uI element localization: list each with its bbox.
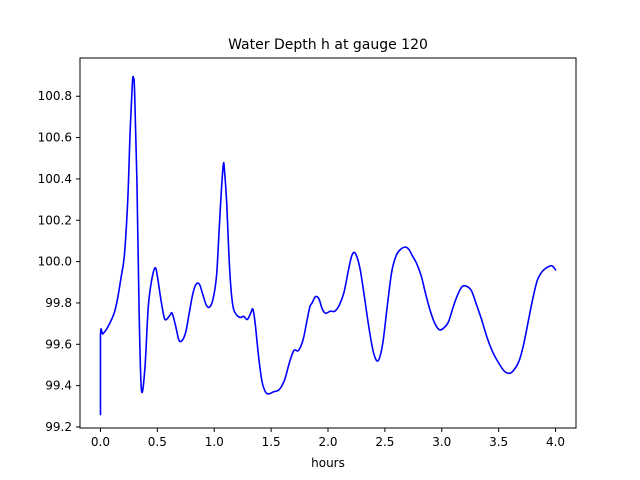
- y-tick-label: 99.2: [45, 420, 72, 434]
- y-tick-label: 100.8: [38, 89, 72, 103]
- y-tick-label: 100.0: [38, 255, 72, 269]
- y-tick-label: 100.2: [38, 213, 72, 227]
- chart-title: Water Depth h at gauge 120: [228, 37, 428, 53]
- y-tick-label: 100.6: [38, 131, 72, 145]
- y-tick-label: 99.8: [45, 296, 72, 310]
- x-tick-label: 3.0: [432, 435, 451, 449]
- y-tick-label: 100.4: [38, 172, 72, 186]
- x-tick-label: 4.0: [546, 435, 565, 449]
- x-tick-label: 0.5: [148, 435, 167, 449]
- y-tick-label: 99.4: [45, 379, 72, 393]
- x-tick-label: 0.0: [91, 435, 110, 449]
- x-tick-label: 1.0: [205, 435, 224, 449]
- x-tick-label: 1.5: [262, 435, 281, 449]
- axes-frame: [79, 57, 577, 429]
- y-tick-label: 99.6: [45, 337, 72, 351]
- water-depth-series-line: [99, 75, 557, 416]
- x-axis-label: hours: [311, 456, 345, 470]
- x-tick-label: 3.5: [489, 435, 508, 449]
- x-tick-label: 2.0: [318, 435, 337, 449]
- y-axis-ticks: 99.2 99.4 99.6 99.8 100.0 100.2 100.4 100.6 100.…: [38, 89, 80, 434]
- x-axis-ticks: 0.0 0.5 1.0 1.5 2.0 2.5 3.0 3.5 4.0: [91, 428, 565, 449]
- x-tick-label: 2.5: [375, 435, 394, 449]
